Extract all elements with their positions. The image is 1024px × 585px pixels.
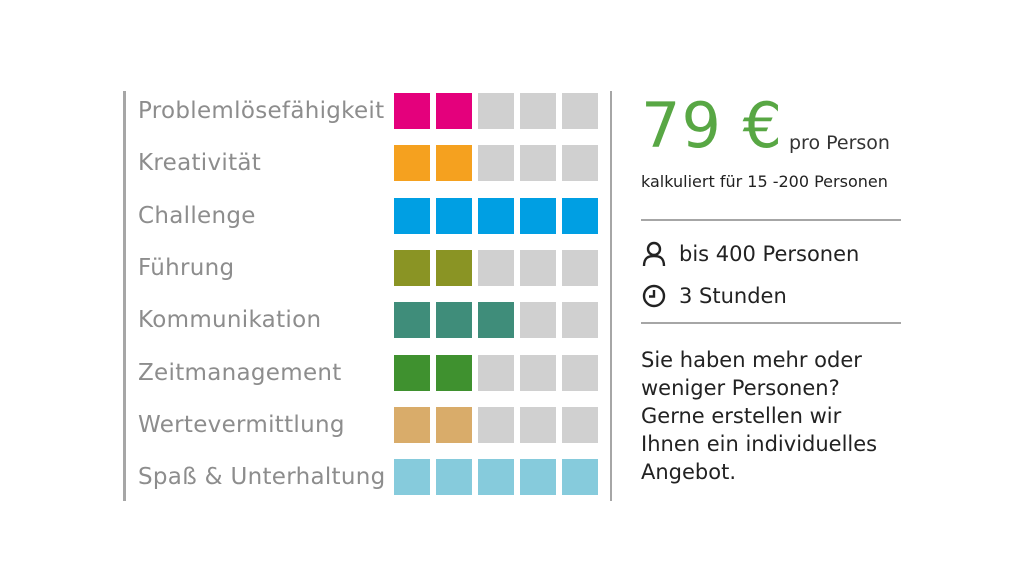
group-size-text: bis 400 Personen (679, 242, 860, 266)
rating-square-empty (562, 93, 598, 129)
rating-square-filled (562, 459, 598, 496)
rating-square-filled (520, 197, 556, 234)
price-unit: pro Person (789, 132, 890, 154)
price-amount: 79 € (641, 89, 784, 162)
rating-square-empty (562, 302, 598, 339)
rating-square-empty (520, 302, 556, 339)
clock-icon (641, 283, 667, 309)
rating-square-empty (520, 145, 556, 182)
rating-square-filled (478, 197, 514, 234)
skill-label: Spaß & Unterhaltung (138, 464, 386, 491)
rating-square-empty (562, 354, 598, 391)
rating-square-filled (436, 249, 472, 286)
rating-square-empty (478, 354, 514, 391)
skill-label: Kreativität (138, 150, 262, 177)
rating-square-empty (520, 354, 556, 391)
skill-label: Problemlösefähigkeit (138, 98, 385, 124)
rating-square-empty (478, 93, 514, 129)
rating-square-empty (520, 93, 556, 129)
duration-line: 3 Stunden (641, 282, 787, 310)
rating-square-filled (478, 459, 514, 496)
skill-row: Kreativität (138, 145, 598, 182)
skill-row: Problemlösefähigkeit (138, 93, 598, 129)
rating-square-empty (520, 249, 556, 286)
skill-label: Wertevermittlung (138, 411, 345, 438)
skill-row: Zeitmanagement (138, 354, 598, 391)
rating-square-filled (478, 302, 514, 339)
rating-square-filled (520, 459, 556, 496)
rating-square-filled (436, 406, 472, 443)
rating-square-empty (478, 145, 514, 182)
price-calculation-note: kalkuliert für 15 -200 Personen (641, 172, 888, 191)
duration-text: 3 Stunden (679, 284, 787, 308)
rating-square-filled (436, 459, 472, 496)
rating-square-filled (394, 354, 430, 391)
rating-square-filled (436, 93, 472, 129)
skill-row: Kommunikation (138, 302, 598, 339)
rating-square-filled (394, 197, 430, 234)
rating-square-empty (520, 406, 556, 443)
skill-row: Challenge (138, 197, 598, 234)
skill-row: Führung (138, 249, 598, 286)
rating-square-filled (436, 302, 472, 339)
person-icon (641, 241, 667, 267)
rating-square-empty (478, 249, 514, 286)
rating-square-empty (478, 406, 514, 443)
skill-label: Challenge (138, 202, 256, 229)
rating-square-empty (562, 406, 598, 443)
rating-square-empty (562, 145, 598, 182)
rating-square-empty (562, 249, 598, 286)
contact-note: Sie haben mehr oder weniger Personen? Ge… (641, 348, 878, 484)
center-divider (610, 91, 612, 501)
rating-square-filled (394, 406, 430, 443)
group-size-line: bis 400 Personen (641, 240, 859, 268)
rating-square-filled (394, 459, 430, 496)
divider-bottom (641, 322, 901, 324)
rating-square-filled (394, 145, 430, 182)
rating-square-filled (436, 354, 472, 391)
skill-row: Spaß & Unterhaltung (138, 459, 598, 496)
rating-square-filled (562, 197, 598, 234)
left-divider (123, 91, 126, 501)
rating-square-filled (394, 249, 430, 286)
rating-square-filled (394, 302, 430, 339)
rating-square-filled (436, 145, 472, 182)
skill-label: Führung (138, 254, 235, 281)
skill-label: Zeitmanagement (138, 359, 342, 386)
rating-square-filled (394, 93, 430, 129)
rating-square-filled (436, 197, 472, 234)
skill-label: Kommunikation (138, 307, 322, 334)
skill-row: Wertevermittlung (138, 406, 598, 443)
divider-top (641, 219, 901, 221)
